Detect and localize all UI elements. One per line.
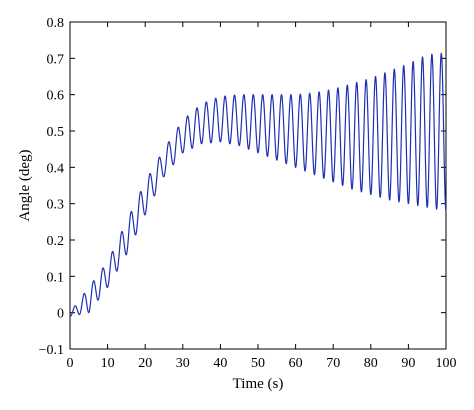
x-tick-label: 100	[436, 356, 457, 371]
y-tick-label: 0.7	[47, 52, 65, 67]
y-tick-label: 0.4	[47, 161, 65, 176]
y-tick-label: −0.1	[39, 343, 64, 358]
y-tick-label: 0.6	[47, 89, 65, 104]
x-tick-label: 30	[176, 356, 190, 371]
series-group	[69, 52, 447, 317]
x-tick-label: 80	[364, 356, 378, 371]
x-tick-label: 90	[401, 356, 415, 371]
x-tick-label: 60	[289, 356, 303, 371]
x-axis-title: Time (s)	[233, 376, 284, 392]
axis-tick-labels: 0 10 20 30 40 50 60 70 80 90 100−0.100.10.20.30.40…	[39, 16, 457, 371]
plot-frame	[69, 21, 447, 350]
y-tick-label: 0.1	[47, 270, 65, 285]
y-tick-label: 0	[57, 307, 64, 322]
plot-area-border	[69, 21, 447, 350]
axis-ticks	[69, 21, 447, 350]
y-tick-label: 0.5	[47, 125, 65, 140]
y-tick-label: 0.2	[47, 234, 65, 249]
x-tick-label: 20	[138, 356, 152, 371]
y-tick-label: 0.8	[47, 16, 65, 31]
x-tick-label: 10	[101, 356, 115, 371]
x-tick-label: 40	[213, 356, 227, 371]
series-line-angle	[69, 52, 447, 317]
y-axis-title: Angle (deg)	[17, 149, 33, 221]
y-tick-label: 0.3	[47, 198, 65, 213]
x-tick-label: 0	[67, 356, 74, 371]
x-tick-label: 50	[251, 356, 265, 371]
x-tick-label: 70	[326, 356, 340, 371]
